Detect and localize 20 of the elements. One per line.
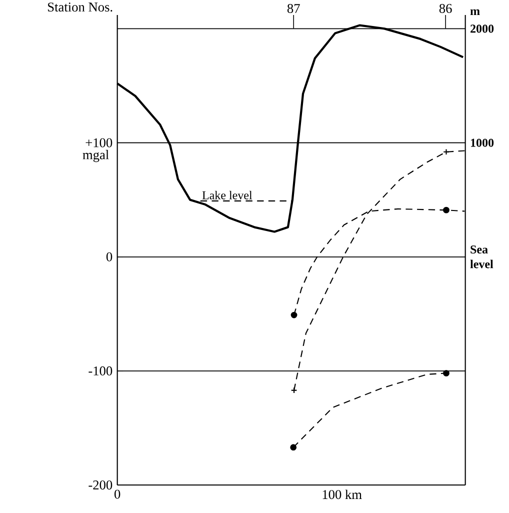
y2-tick-label: 2000 bbox=[470, 24, 494, 33]
point bbox=[443, 148, 450, 156]
point bbox=[290, 444, 297, 451]
y-axis-title: mgal bbox=[82, 150, 109, 162]
x2-tick-label: 86 bbox=[439, 4, 452, 13]
y-tick-label: -100 bbox=[88, 366, 112, 376]
point bbox=[443, 206, 450, 214]
x2-tick-label: 87 bbox=[287, 4, 300, 13]
point bbox=[290, 387, 298, 394]
y2-tick-label: Sea level bbox=[470, 245, 494, 268]
y-tick-label: 0 bbox=[106, 252, 112, 262]
x2-axis-title: Station Nos. bbox=[48, 2, 112, 12]
y2-axis-title: m bbox=[470, 9, 480, 15]
y2-tick-label: 1000 bbox=[471, 138, 494, 147]
x-tick-label: 100 km bbox=[322, 490, 362, 500]
y-tick-label: -200 bbox=[88, 480, 112, 490]
y-tick-label: +100 bbox=[86, 138, 112, 148]
point bbox=[443, 370, 450, 376]
point bbox=[290, 312, 298, 318]
series-label: Lake level bbox=[202, 190, 252, 200]
